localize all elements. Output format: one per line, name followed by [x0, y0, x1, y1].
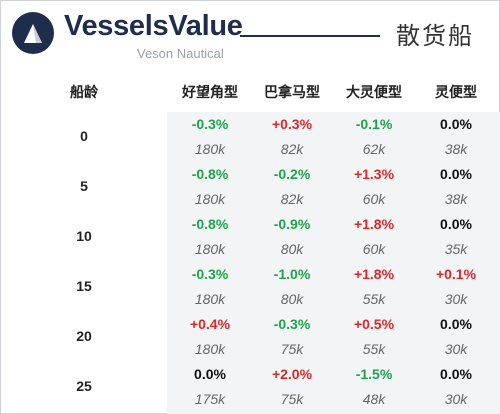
- change-percent: +0.1%: [435, 266, 477, 282]
- vessel-value: 180k: [194, 141, 226, 157]
- change-percent: +0.5%: [353, 316, 395, 332]
- vessel-value: 38k: [444, 141, 468, 157]
- vessel-age-label: 15: [76, 278, 92, 294]
- vessel-value: 75k: [280, 341, 304, 357]
- vessel-age-label: 5: [80, 178, 88, 194]
- change-percent: -0.9%: [273, 216, 311, 232]
- vessel-value: 75k: [280, 391, 304, 407]
- vessel-value: 30k: [444, 341, 468, 357]
- change-percent: +1.3%: [353, 166, 395, 182]
- vessel-value: 82k: [280, 191, 304, 207]
- vessel-value: 60k: [362, 191, 386, 207]
- change-percent: +1.8%: [353, 266, 395, 282]
- page-title: 散货船: [396, 23, 474, 50]
- change-percent: -1.5%: [355, 366, 393, 382]
- change-percent: +2.0%: [271, 366, 313, 382]
- change-percent: 0.0%: [440, 216, 472, 232]
- table-row: 10 -0.8% 180k -0.9% 80k +1.8% 60k 0.0% 35k: [0, 214, 500, 264]
- vessel-value: 30k: [444, 391, 468, 407]
- change-percent: 0.0%: [194, 366, 226, 382]
- brand-subtitle: Veson Nautical: [137, 46, 224, 61]
- vessel-value: 180k: [194, 341, 226, 357]
- change-percent: -0.3%: [191, 116, 229, 132]
- change-percent: -0.2%: [273, 166, 311, 182]
- vessel-value: 35k: [444, 241, 468, 257]
- vessel-value: 80k: [280, 291, 304, 307]
- change-percent: -0.3%: [273, 316, 311, 332]
- table-shaded-area: [167, 112, 500, 414]
- table-row: 15 -0.3% 180k -1.0% 80k +1.8% 55k +0.1% 30k: [0, 264, 500, 314]
- vessel-value: 30k: [444, 291, 468, 307]
- brand-name: VesselsValue: [64, 10, 243, 42]
- column-header-panamax: 巴拿马型: [264, 84, 320, 100]
- change-percent: 0.0%: [440, 166, 472, 182]
- vessel-value: 38k: [444, 191, 468, 207]
- column-header-supramax: 大灵便型: [346, 84, 402, 100]
- vessel-value: 180k: [194, 241, 226, 257]
- change-percent: -0.8%: [191, 216, 229, 232]
- vessel-value: 62k: [362, 141, 386, 157]
- change-percent: -0.1%: [355, 116, 393, 132]
- column-header-capesize: 好望角型: [182, 84, 238, 100]
- change-percent: 0.0%: [440, 366, 472, 382]
- vessel-age-label: 20: [76, 328, 92, 344]
- vessel-value: 60k: [362, 241, 386, 257]
- vessel-age-label: 10: [76, 228, 92, 244]
- header-divider: [240, 35, 380, 37]
- change-percent: +1.8%: [353, 216, 395, 232]
- vessel-value: 180k: [194, 291, 226, 307]
- vessel-value: 55k: [362, 291, 386, 307]
- change-percent: +0.3%: [271, 116, 313, 132]
- age-column-header: 船龄: [70, 84, 98, 100]
- table-row: 25 0.0% 175k +2.0% 75k -1.5% 48k 0.0% 30k: [0, 364, 500, 414]
- change-percent: -1.0%: [273, 266, 311, 282]
- vessel-value: 175k: [194, 391, 226, 407]
- change-percent: -0.8%: [191, 166, 229, 182]
- table-row: 5 -0.8% 180k -0.2% 82k +1.3% 60k 0.0% 38k: [0, 164, 500, 214]
- vessel-value: 82k: [280, 141, 304, 157]
- change-percent: +0.4%: [189, 316, 231, 332]
- column-headers: 船龄 好望角型 巴拿马型 大灵便型 灵便型: [0, 74, 500, 110]
- table-row: 20 +0.4% 180k -0.3% 75k +0.5% 55k 0.0% 30k: [0, 314, 500, 364]
- table-row: 0 -0.3% 180k +0.3% 82k -0.1% 62k 0.0% 38k: [0, 114, 500, 164]
- vessel-value: 55k: [362, 341, 386, 357]
- change-percent: 0.0%: [440, 116, 472, 132]
- change-percent: 0.0%: [440, 316, 472, 332]
- change-percent: -0.3%: [191, 266, 229, 282]
- vessel-value: 180k: [194, 191, 226, 207]
- header: VesselsValue Veson Nautical 散货船: [0, 0, 500, 72]
- vessel-value: 80k: [280, 241, 304, 257]
- vesselsvalue-logo-icon: [12, 12, 54, 54]
- vessel-age-label: 0: [80, 128, 88, 144]
- column-header-handysize: 灵便型: [435, 84, 477, 100]
- vessel-value: 48k: [362, 391, 386, 407]
- vessel-age-label: 25: [76, 378, 92, 394]
